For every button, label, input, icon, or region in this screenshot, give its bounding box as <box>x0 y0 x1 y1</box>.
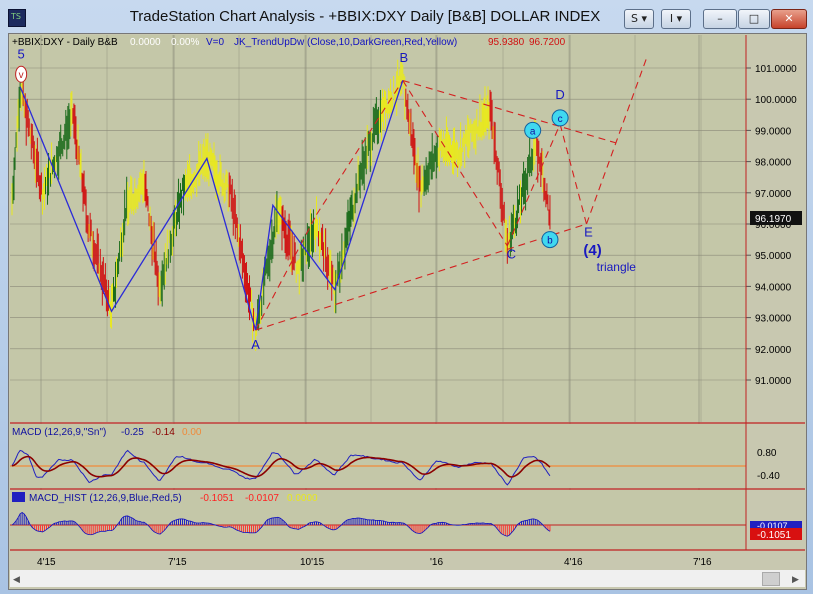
macd-tick-080: 0.80 <box>757 448 777 459</box>
window-title: TradeStation Chart Analysis - +BBIX:DXY … <box>129 8 601 25</box>
triangle-trendline <box>506 123 561 247</box>
indicator-label: JK_TrendUpDw (Close,10,DarkGreen,Red,Yel… <box>234 37 457 48</box>
price-tick-label: 91.0000 <box>755 376 792 387</box>
wave-label-circle <box>524 121 542 139</box>
horizontal-scrollbar[interactable]: ◀ ▶ <box>10 570 805 587</box>
tradestation-logo-icon: TS <box>8 9 26 27</box>
chart-frame: 5 v A B C D E (4) triangle a b c +BBIX:DXY - Daily … <box>8 33 807 590</box>
triangle-trendline <box>255 223 587 331</box>
wave-label-A: A <box>251 337 260 352</box>
current-price-box <box>750 211 802 225</box>
macd-plot-area[interactable] <box>10 424 746 488</box>
price-tick-label: 101.0000 <box>755 64 797 75</box>
hist-value-3: 0.0000 <box>287 493 318 504</box>
triangle-trendline <box>402 80 508 247</box>
wave-label-a: a <box>530 126 536 137</box>
close-button[interactable]: ✕ <box>771 9 807 29</box>
current-price-value: 96.1970 <box>755 214 792 225</box>
title-bar[interactable]: TS TradeStation Chart Analysis - +BBIX:D… <box>0 0 813 34</box>
wave-label-E: E <box>584 224 593 239</box>
hist-indicator-icon <box>12 492 25 502</box>
indicator-value-2: 96.7200 <box>529 37 566 48</box>
hist-label: MACD_HIST (12,26,9,Blue,Red,5) <box>29 493 182 504</box>
macd-label: MACD (12,26,9,"Sn") <box>12 427 106 438</box>
macd-tick-neg040: -0.40 <box>757 471 780 482</box>
macd-signal-line <box>11 455 551 478</box>
hist-value-1: -0.1051 <box>200 493 234 504</box>
symbol-label: +BBIX:DXY - Daily B&B <box>12 37 118 48</box>
wave-label-triangle: triangle <box>597 260 637 274</box>
scroll-thumb[interactable] <box>762 572 780 586</box>
wave-label-v: v <box>19 70 24 81</box>
price-plot-area[interactable] <box>10 35 746 422</box>
hist-value-back-box <box>750 521 802 530</box>
wave-label-5: 5 <box>18 47 25 62</box>
i-menu-button[interactable]: I ▾ <box>661 9 691 29</box>
hist-value-back: -0.0107 <box>757 521 788 531</box>
price-tick-label: 100.0000 <box>755 95 797 106</box>
wave-label-circle <box>541 231 559 249</box>
wave-label-(4): (4) <box>583 242 601 259</box>
triangle-trendline <box>559 124 588 225</box>
macd-value-1: -0.25 <box>121 427 144 438</box>
elliott-wave-line <box>19 80 404 331</box>
triangle-trendline <box>402 79 617 144</box>
price-tick-label: 95.0000 <box>755 251 792 262</box>
triangle-trendline <box>585 58 647 225</box>
time-tick-label: '16 <box>430 557 443 568</box>
time-tick-label: 10'15 <box>300 557 325 568</box>
price-tick-label: 98.0000 <box>755 158 792 169</box>
chart-canvas[interactable]: 5 v A B C D E (4)triangle a b c +BBIX:DXY - Daily … <box>9 34 806 570</box>
wave-label-b: b <box>547 236 553 247</box>
hist-outline <box>11 511 551 537</box>
wave-label-circle <box>15 65 28 83</box>
hist-value-box <box>750 528 802 540</box>
s-menu-button[interactable]: S ▾ <box>624 9 654 29</box>
indicator-value-1: 95.9380 <box>488 37 525 48</box>
triangle-trendline <box>255 214 317 331</box>
wave-label-B: B <box>399 50 408 65</box>
price-tick-label: 96.0000 <box>755 220 792 231</box>
wave-label-c: c <box>558 114 563 125</box>
time-tick-label: 7'16 <box>693 557 712 568</box>
scroll-right-icon[interactable]: ▶ <box>792 574 799 584</box>
header-value-2: 0.00% <box>171 37 199 48</box>
volume-label: V=0 <box>206 37 225 48</box>
price-tick-label: 99.0000 <box>755 126 792 137</box>
header-value-1: 0.0000 <box>130 37 161 48</box>
time-tick-label: 4'15 <box>37 557 56 568</box>
time-tick-label: 4'16 <box>564 557 583 568</box>
wave-label-D: D <box>555 87 564 102</box>
wave-label-circle <box>551 109 569 127</box>
hist-value-current: -0.1051 <box>757 530 791 541</box>
scroll-left-icon[interactable]: ◀ <box>13 574 20 584</box>
macd-value-3: 0.00 <box>182 427 202 438</box>
price-tick-label: 97.0000 <box>755 189 792 200</box>
price-tick-label: 94.0000 <box>755 282 792 293</box>
triangle-trendline <box>316 80 404 215</box>
price-tick-label: 93.0000 <box>755 314 792 325</box>
hist-value-2: -0.0107 <box>245 493 279 504</box>
maximize-button[interactable]: □ <box>738 9 770 29</box>
price-tick-label: 92.0000 <box>755 345 792 356</box>
minimize-button[interactable]: – <box>703 9 737 29</box>
macd-value-2: -0.14 <box>152 427 175 438</box>
wave-label-C: C <box>507 246 516 261</box>
time-tick-label: 7'15 <box>168 557 187 568</box>
